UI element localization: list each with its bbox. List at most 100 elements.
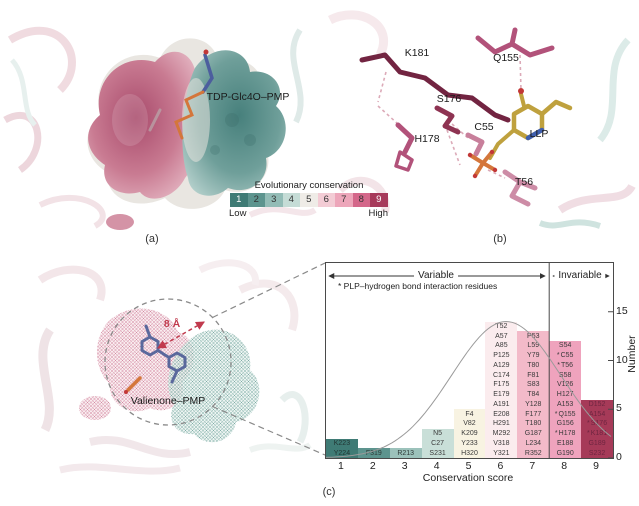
- legend-swatch-6: 6: [317, 193, 335, 207]
- residue-entry: T180: [525, 420, 542, 428]
- residue-entry: V126: [556, 381, 574, 389]
- x-tick-label: 6: [497, 460, 504, 472]
- residue-entry: E179: [493, 391, 510, 399]
- residue-label-t56: T56: [514, 176, 534, 188]
- legend-swatch-1: 1: [230, 193, 248, 207]
- residue-label-s176: S176: [436, 93, 462, 105]
- x-tick-label: 1: [338, 460, 344, 472]
- plp-hbond-note: * PLP–hydrogen bond interaction residues: [338, 281, 498, 291]
- y-axis-label: Number: [626, 335, 638, 373]
- residue-label-c55: C55: [474, 121, 494, 133]
- plp-hbond-star: *: [587, 420, 590, 428]
- panel-a-ligand: [148, 49, 214, 140]
- residue-entry: K209: [461, 430, 478, 438]
- residue-entry: A153: [556, 400, 574, 408]
- residue-entry: P53: [527, 332, 540, 340]
- x-tick-label: 8: [561, 460, 568, 472]
- residue-entry: P125: [493, 352, 510, 360]
- plp-hbond-star: *: [587, 430, 590, 438]
- x-tick-label: 7: [529, 460, 536, 472]
- ligand-label-tdp: TDP-Glc4O–PMP: [206, 91, 290, 103]
- y-tick-label: 15: [616, 304, 628, 317]
- residue-entry: C174: [493, 371, 510, 379]
- residue-label-k181: K181: [404, 47, 430, 59]
- x-tick-label: 5: [465, 460, 472, 472]
- residue-entry: L59: [527, 342, 540, 350]
- residue-entry: S231: [429, 449, 446, 457]
- variable-zone-label: Variable: [414, 270, 458, 281]
- x-tick-label: 4: [433, 460, 440, 472]
- residue-entry: S58: [558, 371, 572, 379]
- residue-entry: Y321: [493, 449, 510, 457]
- plp-hbond-star: *: [557, 361, 560, 369]
- distance-label: 8 Å: [163, 318, 181, 330]
- x-tick-label: 3: [401, 460, 408, 472]
- ligand-label-valienone: Valienone–PMP: [130, 395, 206, 407]
- residue-entry: Y224: [333, 449, 351, 457]
- residue-entry: E208: [493, 410, 510, 418]
- legend-low-label: Low: [229, 208, 247, 219]
- residue-entry: S83: [527, 381, 540, 389]
- residue-entry: V82: [463, 420, 476, 428]
- residue-entry: T52: [495, 322, 508, 330]
- residue-entry: Y128: [525, 400, 542, 408]
- residue-entry: T80: [527, 361, 540, 369]
- residue-entry: K223: [333, 439, 351, 447]
- residue-entry: R352: [524, 449, 542, 457]
- residue-entry: A57: [495, 332, 508, 340]
- x-tick-label: 9: [593, 460, 599, 472]
- bar-score-9: D152 A154 *S176 *K181 G189 S232: [581, 399, 613, 458]
- legend-swatch-9: 9: [370, 193, 388, 207]
- chart-bars: K223 Y224 F319 R213 N5 C27 S231 F4 V82 K209 Y233 H3…: [326, 263, 613, 458]
- residue-label-llp: LLP: [529, 128, 549, 140]
- residue-entry: F177: [525, 410, 542, 418]
- panel-c-ligand: [124, 324, 187, 394]
- residue-label-q155: Q155: [493, 52, 519, 64]
- residue-entry: S54: [558, 342, 572, 350]
- residue-entry: H291: [493, 420, 510, 428]
- residue-entry: V318: [493, 439, 510, 447]
- residue-entry: G187: [524, 430, 542, 438]
- residue-entry: S232: [588, 449, 606, 457]
- residue-entry: *H178: [554, 430, 576, 438]
- bar-score-7: P53 L59 Y79 T80 F81 S83 T84 Y128 F177 T180 G187 L23…: [517, 331, 550, 458]
- residue-entry: *K181: [587, 430, 608, 438]
- panel-c-annotations: [104, 262, 326, 456]
- x-axis-label: Conservation score: [422, 472, 514, 484]
- plp-hbond-star: *: [556, 352, 560, 360]
- residue-entry: C27: [431, 439, 445, 447]
- residue-entry: Y233: [461, 439, 478, 447]
- panel-c-ribbons: [37, 259, 312, 475]
- plp-hbond-star: *: [554, 430, 558, 438]
- legend-high-label: High: [368, 208, 388, 219]
- residue-entry: F81: [527, 371, 540, 379]
- conservation-chart: K223 Y224 F319 R213 N5 C27 S231 F4 V82 K209 Y233 H3…: [325, 262, 614, 459]
- legend-swatch-2: 2: [247, 193, 265, 207]
- panel-a-ribbons: [3, 26, 317, 229]
- residue-entry: A154: [588, 410, 606, 418]
- residue-entry: L234: [525, 439, 542, 447]
- residue-entry: F319: [365, 449, 382, 457]
- residue-entry: *S176: [587, 420, 608, 428]
- residue-entry: F175: [493, 381, 510, 389]
- residue-entry: G156: [556, 420, 574, 428]
- panel-b-sticks: [359, 27, 573, 207]
- panel-b-hbonds: [377, 54, 522, 179]
- bar-score-2: F319: [357, 448, 390, 458]
- residue-entry: F4: [465, 410, 474, 418]
- residue-entry: N5: [433, 430, 443, 438]
- residue-entry: R213: [397, 449, 415, 457]
- residue-entry: G190: [556, 449, 574, 457]
- residue-entry: *Q155: [554, 410, 576, 418]
- legend-swatch-7: 7: [335, 193, 353, 207]
- legend-swatch-8: 8: [352, 193, 370, 207]
- distance-arrow: [157, 321, 205, 349]
- residue-entry: A129: [493, 361, 510, 369]
- bar-score-6: T52 A57 A85 P125 A129 C174 F175 E179 A191 E208 H29…: [485, 321, 518, 458]
- residue-entry: *C55: [556, 352, 574, 360]
- residue-entry: H127: [556, 391, 574, 399]
- y-tick-label: 0: [616, 451, 622, 463]
- caption-c: (c): [322, 486, 336, 498]
